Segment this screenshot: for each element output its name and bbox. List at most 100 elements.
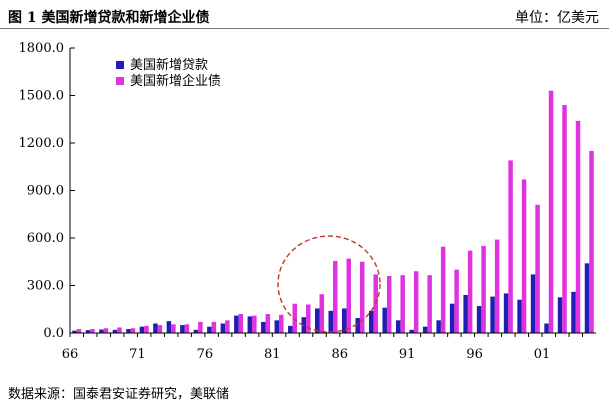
bar-bonds (225, 320, 230, 333)
bar-bonds (238, 314, 244, 333)
bar-loans (449, 303, 455, 333)
bar-bonds (319, 294, 325, 333)
bar-loans (436, 320, 441, 333)
header-divider (0, 28, 609, 29)
bar-loans (234, 315, 239, 333)
bar-loans (476, 306, 482, 333)
chart-title: 图 1 美国新增贷款和新增企业债 (8, 10, 210, 26)
bar-loans (153, 323, 158, 333)
bar-loans (166, 321, 172, 334)
bar-bonds (359, 261, 365, 333)
x-tick-label: 86 (331, 347, 348, 362)
y-tick-label: 0.0 (43, 326, 64, 341)
bar-bonds (562, 105, 567, 333)
bar-loans (584, 263, 590, 333)
bar-loans (463, 295, 468, 333)
y-tick-label: 300.0 (27, 279, 64, 294)
bar-loans (72, 330, 77, 334)
bar-bonds (589, 150, 594, 333)
bar-loans (180, 325, 185, 333)
bar-bonds (333, 260, 338, 333)
bar-bonds (548, 90, 554, 333)
x-tick-label: 76 (197, 347, 214, 362)
bar-bonds (171, 324, 176, 333)
bar-loans (261, 321, 266, 333)
y-tick-label: 900.0 (27, 184, 64, 199)
bar-bonds (130, 328, 136, 333)
bar-bonds (279, 314, 284, 333)
bar-bonds (117, 327, 122, 333)
bar-bonds (521, 179, 527, 333)
bar-bonds (184, 324, 190, 333)
bar-loans (422, 326, 428, 333)
bar-bonds (90, 329, 95, 333)
bar-loans (503, 293, 509, 333)
y-tick-label: 600.0 (27, 231, 64, 246)
bar-bonds (346, 258, 351, 333)
bar-bonds (413, 271, 419, 333)
legend-label-bonds: 美国新增企业债 (130, 73, 221, 89)
bar-bonds (386, 276, 392, 333)
bar-loans (368, 310, 374, 333)
bar-bonds (494, 239, 500, 333)
bar-loans (220, 323, 226, 333)
y-tick-label: 1500.0 (19, 89, 65, 104)
bar-loans (328, 310, 333, 333)
bar-bonds (508, 160, 513, 333)
bar-bonds (144, 325, 149, 334)
bar-bonds (454, 269, 459, 333)
bar-loans (490, 296, 495, 333)
highlight-circle (277, 235, 381, 333)
bar-loans (557, 297, 563, 334)
bar-loans (530, 274, 536, 333)
x-tick-label: 01 (534, 347, 551, 362)
chart-header: 图 1 美国新增贷款和新增企业债 单位：亿美元 (0, 0, 609, 30)
bar-loans (395, 320, 401, 333)
bar-bonds (481, 245, 486, 333)
bar-loans (99, 329, 104, 333)
bar-bonds (252, 315, 257, 333)
bar-bonds (103, 328, 109, 333)
bar-bonds (467, 250, 473, 333)
y-tick-label: 1800.0 (19, 41, 65, 56)
source-note: 数据来源：国泰君安证券研究，美联储 (8, 387, 230, 402)
bar-loans (207, 326, 212, 333)
unit-label: 单位：亿美元 (515, 10, 599, 26)
bar-loans (355, 317, 360, 333)
bar-loans (247, 316, 253, 334)
x-axis: 66 71 76 81 86 91 96 01 (62, 332, 596, 362)
bar-loans (409, 329, 414, 333)
bar-bonds (76, 329, 82, 333)
x-tick-label: 81 (264, 347, 281, 362)
bar-bonds (535, 204, 540, 333)
bar-loans (112, 329, 118, 333)
bar-bonds (440, 246, 446, 333)
legend-swatch-bonds (116, 77, 124, 85)
bar-loans (315, 308, 320, 333)
bar-loans (288, 325, 293, 334)
x-tick-label: 66 (62, 347, 79, 362)
bar-chart: 0.0 300.0 600.0 900.0 1200.0 1500.0 1800.0 66 7… (19, 41, 596, 362)
x-tick-label: 71 (129, 347, 146, 362)
bar-bonds (211, 321, 217, 333)
bar-bonds (198, 321, 203, 333)
bar-bonds (265, 314, 271, 333)
bar-loans (85, 330, 91, 333)
bar-bonds (575, 120, 581, 333)
bar-loans (193, 329, 199, 333)
bar-loans (517, 299, 522, 333)
bar-bonds (400, 275, 405, 333)
bar-loans (126, 329, 131, 333)
legend-label-loans: 美国新增贷款 (130, 57, 208, 73)
bar-bonds (427, 275, 432, 333)
bar-loans (274, 320, 280, 333)
y-tick-label: 1200.0 (19, 136, 65, 151)
bar-loans (139, 326, 145, 333)
x-tick-label: 91 (399, 347, 416, 362)
bar-loans (341, 308, 347, 333)
bar-loans (544, 323, 549, 333)
bars-group (72, 90, 594, 334)
legend-swatch-loans (116, 61, 124, 69)
legend: 美国新增贷款 美国新增企业债 (116, 57, 221, 89)
bar-loans (571, 291, 576, 333)
